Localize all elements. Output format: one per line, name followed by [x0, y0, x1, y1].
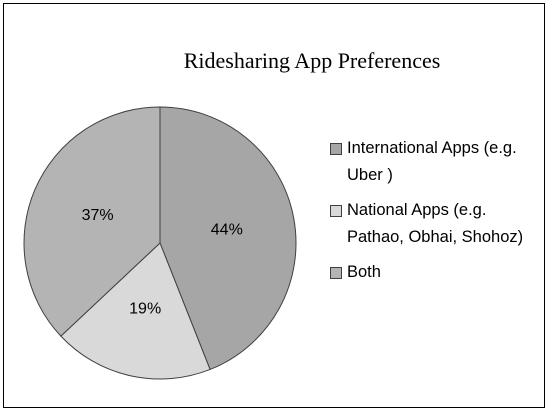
- legend-item: National Apps (e.g. Pathao, Obhai, Shoho…: [330, 197, 540, 251]
- legend-item: International Apps (e.g. Uber ): [330, 135, 540, 189]
- pie-slice: [23, 106, 161, 337]
- legend-swatch: [330, 267, 342, 279]
- data-label: 44%: [211, 221, 243, 238]
- legend: International Apps (e.g. Uber ) National …: [330, 135, 540, 294]
- legend-swatch: [330, 143, 342, 155]
- legend-label: Both: [347, 263, 381, 281]
- legend-swatch: [330, 205, 342, 217]
- legend-label: International Apps (e.g. Uber ): [347, 139, 517, 184]
- chart-frame: [3, 3, 545, 408]
- pie-slice: [159, 106, 297, 371]
- pie-slice: [60, 242, 211, 380]
- legend-item: Both: [330, 259, 540, 286]
- data-label: 19%: [129, 301, 161, 318]
- legend-label: National Apps (e.g. Pathao, Obhai, Shoho…: [347, 201, 524, 246]
- chart-title: Ridesharing App Preferences: [184, 48, 441, 73]
- data-label: 37%: [82, 207, 114, 224]
